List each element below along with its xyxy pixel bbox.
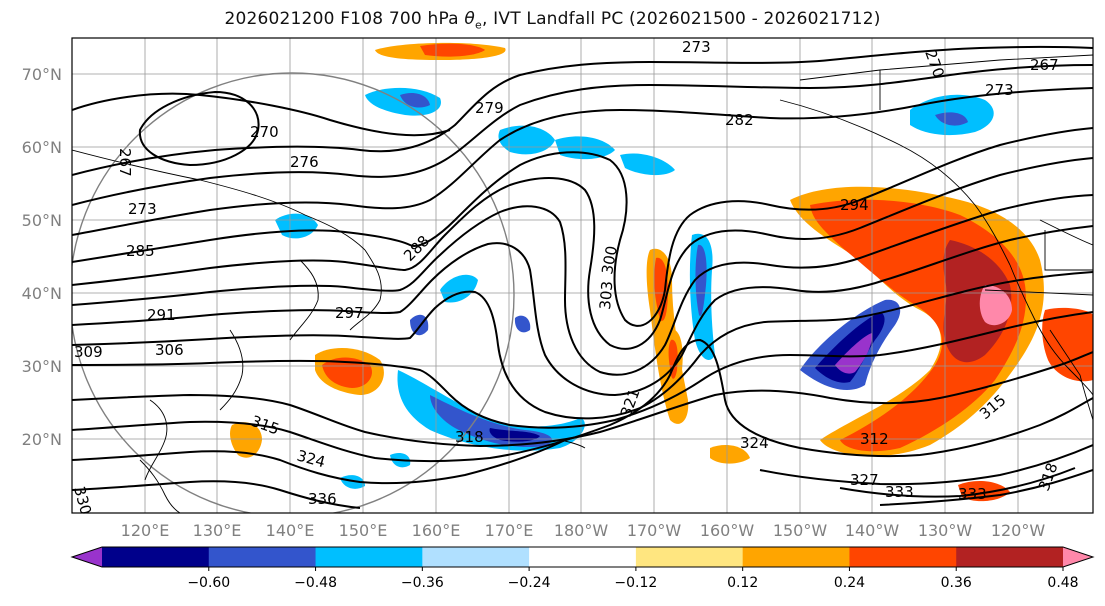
colorbar-segment xyxy=(315,547,423,567)
lon-label: 150°E xyxy=(339,521,388,540)
pc-negative-region xyxy=(815,312,885,383)
pc-positive-region xyxy=(230,422,262,458)
contour-label: 303 xyxy=(596,280,616,310)
lat-label: 20°N xyxy=(22,430,62,449)
pc-negative-region xyxy=(620,153,675,176)
pc-negative-region xyxy=(835,333,873,374)
pc-negative-region xyxy=(340,475,365,489)
contour-label: 291 xyxy=(147,306,176,324)
lat-label: 30°N xyxy=(22,357,62,376)
lon-label: 170°W xyxy=(627,521,682,540)
contour-label: 312 xyxy=(860,430,889,448)
pc-negative-region xyxy=(695,244,707,316)
contour-label: 297 xyxy=(335,304,364,322)
latitude-labels: 70°N 60°N 50°N 40°N 30°N 20°N xyxy=(22,65,62,449)
lon-label: 170°E xyxy=(485,521,534,540)
contour-label: 276 xyxy=(290,153,319,171)
contour-label: 267 xyxy=(116,148,134,177)
colorbar-tick-label: −0.60 xyxy=(187,575,230,591)
colorbar-segment xyxy=(422,547,530,567)
colorbar-segment xyxy=(102,547,210,567)
contour-label: 300 xyxy=(598,244,621,275)
colorbar-outline xyxy=(70,546,1095,568)
contour-label: 318 xyxy=(455,428,484,446)
contour-label: 282 xyxy=(725,111,754,129)
contour-label: 333 xyxy=(885,483,914,501)
contour-label: 270 xyxy=(250,123,279,141)
colorbar-tick-label: −0.12 xyxy=(614,575,657,591)
colorbar-tick-label: 0.48 xyxy=(1047,575,1078,591)
range-circle xyxy=(72,72,515,513)
pc-negative-region xyxy=(514,315,531,333)
map-frame xyxy=(71,37,1094,514)
graticule xyxy=(72,38,1093,513)
contour-label: 273 xyxy=(985,81,1014,99)
lon-label: 130°E xyxy=(193,521,242,540)
theta-e-contours xyxy=(72,45,1093,509)
pc-negative-region xyxy=(555,136,615,160)
colorbar-tick-label: −0.48 xyxy=(294,575,337,591)
colorbar-segment xyxy=(742,547,850,567)
pc-negative-region xyxy=(365,87,441,116)
contour-label: 273 xyxy=(128,200,157,218)
colorbar-tick-label: −0.24 xyxy=(508,575,551,591)
colorbar-extend-max xyxy=(1063,547,1093,567)
lat-label: 40°N xyxy=(22,284,62,303)
contour-label: 333 xyxy=(958,485,987,503)
lon-label: 120°E xyxy=(121,521,170,540)
colorbar-segment xyxy=(529,547,637,567)
colorbar-tick-label: 0.36 xyxy=(941,575,972,591)
lon-label: 150°W xyxy=(773,521,828,540)
shading-layer xyxy=(230,42,1093,502)
pc-negative-region xyxy=(397,370,585,451)
lon-label: 120°W xyxy=(991,521,1046,540)
pc-positive-region xyxy=(710,445,750,464)
contour-label: 306 xyxy=(155,341,184,359)
map-title: 2026021200 F108 700 hPa θe, IVT Landfall… xyxy=(224,9,881,32)
contour-label: 285 xyxy=(126,242,155,260)
pc-negative-region xyxy=(440,274,478,303)
contour-label: 267 xyxy=(1030,56,1059,74)
lon-label: 130°W xyxy=(918,521,973,540)
contour-label: 279 xyxy=(475,99,504,117)
contour-label: 294 xyxy=(840,196,869,214)
colorbar-segment xyxy=(208,547,317,567)
lat-label: 60°N xyxy=(22,138,62,157)
colorbar-tick-label: 0.24 xyxy=(834,575,865,591)
colorbar-tick-label: −0.36 xyxy=(401,575,444,591)
lat-label: 70°N xyxy=(22,65,62,84)
contour-label: 327 xyxy=(850,471,879,489)
pc-positive-region xyxy=(1042,307,1093,382)
lon-label: 140°W xyxy=(845,521,900,540)
longitude-labels: 120°E 130°E 140°E 150°E 160°E 170°E 180°… xyxy=(121,521,1046,540)
pc-negative-region xyxy=(935,112,968,126)
pc-positive-region xyxy=(322,357,372,388)
lon-label: 140°E xyxy=(266,521,315,540)
lon-label: 160°E xyxy=(412,521,461,540)
contour-label: 309 xyxy=(74,343,103,361)
pc-negative-region xyxy=(400,93,430,108)
pc-positive-region xyxy=(979,285,1012,326)
contour-label: 324 xyxy=(740,434,769,452)
colorbar-extend-min xyxy=(72,547,102,567)
colorbar-segment xyxy=(956,547,1064,567)
contour-label: 273 xyxy=(682,38,711,56)
lon-label: 180°W xyxy=(554,521,609,540)
colorbar-segment xyxy=(635,547,744,567)
lon-label: 160°W xyxy=(700,521,755,540)
pc-negative-region xyxy=(489,428,540,442)
colorbar-segment xyxy=(849,547,957,567)
colorbar-tick-label: 0.12 xyxy=(727,575,758,591)
lat-label: 50°N xyxy=(22,211,62,230)
colorbar: −0.60 −0.48 −0.36 −0.24 −0.12 0.12 0.24 0.36 0.4… xyxy=(70,546,1095,591)
contour-label: 336 xyxy=(308,490,337,508)
